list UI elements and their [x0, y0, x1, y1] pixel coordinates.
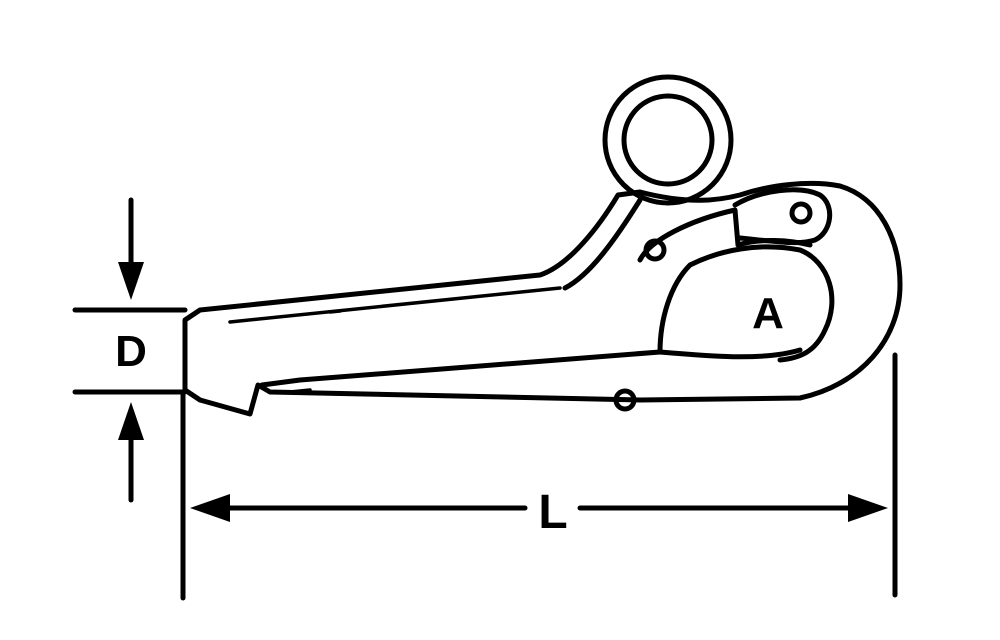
l-label: L	[538, 486, 567, 539]
shank-mark-lower	[288, 388, 312, 394]
eye-ring-inner	[621, 93, 715, 187]
dimension-l: L	[180, 352, 898, 601]
d-arrow-top-head	[118, 262, 144, 300]
l-arrow-left-head	[190, 494, 230, 522]
shank-inner-edge	[562, 197, 643, 291]
l-arrow-right-head	[848, 494, 888, 522]
pivot-hole	[789, 201, 813, 225]
latch-rivet	[643, 238, 667, 262]
bottom-rivet	[613, 388, 637, 412]
hook-outline	[182, 180, 903, 417]
gate-lower-edge	[259, 347, 803, 388]
d-label: D	[115, 327, 147, 376]
a-label: A	[752, 289, 784, 338]
gate-arm	[657, 244, 835, 363]
shank-mark	[328, 309, 342, 314]
shank-groove	[228, 286, 562, 324]
hook-body	[182, 74, 903, 417]
pivot-lug	[732, 187, 832, 246]
d-arrow-bottom-head	[118, 402, 144, 440]
eye-ring-outer	[602, 74, 734, 206]
dimension-d: D	[72, 197, 188, 503]
